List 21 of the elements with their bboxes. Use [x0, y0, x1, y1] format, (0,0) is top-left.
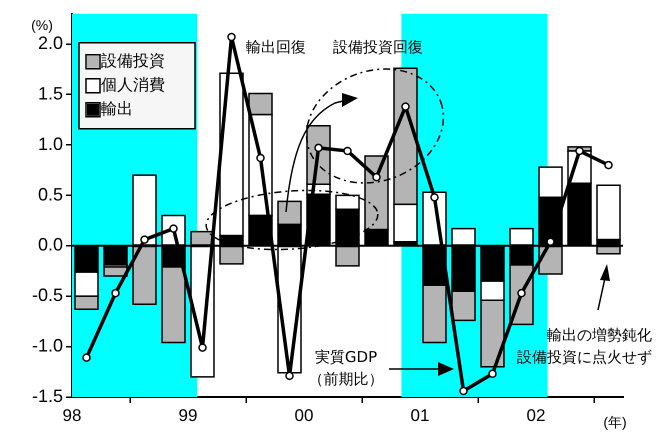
x-axis-title: (年)	[603, 414, 627, 430]
y-tick-label: 0.5	[38, 184, 63, 204]
x-tick-label: 99	[178, 406, 198, 425]
x-tick-label: 00	[294, 406, 314, 425]
y-tick-label: 1.0	[38, 134, 63, 154]
y-axis-title: (%)	[31, 16, 53, 33]
y-tick-label: -1.5	[32, 386, 63, 406]
legend-label: 輸出	[101, 98, 133, 118]
x-tick-label: 01	[410, 406, 430, 425]
x-tick-label: 02	[526, 406, 546, 425]
annotation: （前期比）	[308, 370, 384, 388]
y-tick-label: -0.5	[32, 285, 63, 306]
annotation: 実質GDP	[314, 348, 378, 366]
annotation: 輸出回復	[246, 38, 306, 56]
y-tick-label: 0.0	[38, 234, 63, 255]
y-tick-label: 2.0	[38, 33, 63, 54]
legend-label: 設備投資	[101, 50, 165, 70]
y-tick-label: -1.0	[32, 336, 63, 356]
y-tick-label: 1.5	[38, 83, 63, 104]
legend-label: 個人消費	[101, 74, 165, 94]
x-tick-label: 98	[62, 406, 82, 425]
